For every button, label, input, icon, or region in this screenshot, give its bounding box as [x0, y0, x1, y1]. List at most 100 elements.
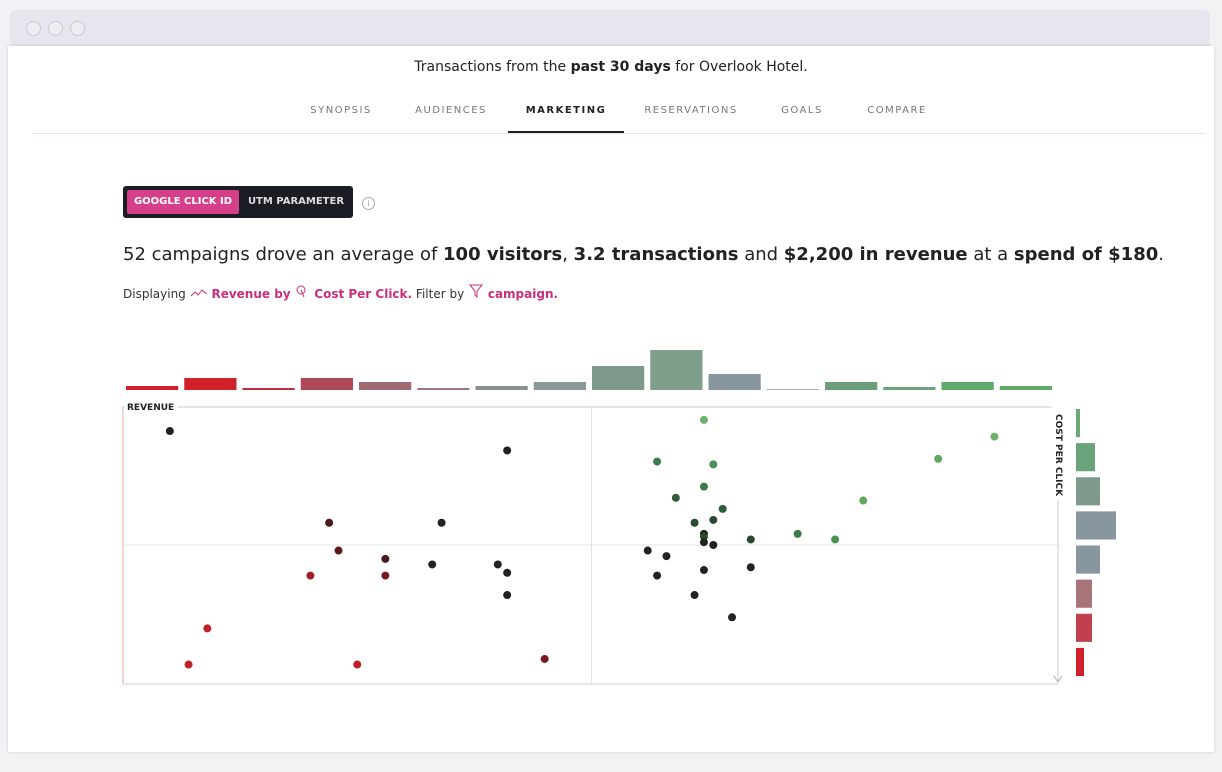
point [699, 482, 708, 491]
point [203, 624, 212, 633]
histogram-bar [1076, 579, 1092, 608]
point [503, 446, 512, 455]
histogram-bar [300, 378, 353, 390]
histogram-bar [184, 378, 237, 390]
point [653, 457, 662, 466]
tab[interactable]: AUDIENCES [415, 105, 487, 116]
point [184, 660, 193, 669]
summary: 52 campaigns drove an average of 100 vis… [123, 244, 1164, 265]
histogram-bar [475, 386, 528, 390]
point [493, 560, 502, 569]
point [671, 493, 680, 502]
histogram-bar [1076, 443, 1095, 472]
point [699, 532, 708, 541]
link[interactable]: Revenue by [211, 287, 291, 301]
histogram-bar [242, 388, 295, 390]
point [540, 654, 549, 663]
text: Filter by [415, 287, 465, 301]
histogram-bar [417, 388, 470, 390]
histogram-bar [825, 382, 878, 390]
divider [32, 133, 1206, 134]
summary-text: 52 campaigns drove an average of [123, 244, 444, 265]
point [325, 518, 334, 527]
toggle-option[interactable]: GOOGLE CLICK ID [127, 190, 239, 214]
tab[interactable]: MARKETING [525, 105, 607, 116]
point [690, 518, 699, 527]
summary-text: $2,200 in revenue [783, 244, 968, 265]
histogram-bar [1076, 511, 1116, 540]
histogram-bar [1076, 545, 1100, 574]
point [793, 529, 802, 538]
point [353, 660, 362, 669]
point [746, 535, 755, 544]
point [381, 571, 390, 580]
point [728, 613, 737, 622]
point [709, 460, 718, 469]
tab[interactable]: SYNOPSIS [310, 105, 372, 116]
header-text: for Overlook Hotel. [670, 59, 808, 75]
display-line: Displaying Revenue by Cost Per Click. Fi… [123, 284, 558, 301]
tab[interactable]: COMPARE [867, 105, 927, 116]
point [643, 546, 652, 555]
point [934, 454, 943, 463]
point [859, 496, 868, 505]
point [699, 538, 708, 547]
point [718, 504, 727, 513]
point [306, 571, 315, 580]
window-button[interactable] [48, 21, 63, 36]
histogram-bar [533, 382, 586, 390]
point [699, 566, 708, 575]
y-label: COST PER CLICK [1053, 414, 1063, 497]
content: Transactions from the past 30 days for O… [8, 46, 1214, 752]
header: Transactions from the past 30 days for O… [8, 59, 1214, 75]
point [503, 568, 512, 577]
text: Displaying [123, 287, 186, 301]
summary-text: 3.2 transactions [573, 244, 739, 265]
summary-text: and [738, 244, 784, 265]
summary-text: , [562, 244, 574, 265]
histogram-bar [1076, 409, 1080, 438]
link[interactable]: campaign. [487, 287, 559, 301]
window-button[interactable] [70, 21, 85, 36]
histogram-bar [126, 386, 179, 390]
header-text: past 30 days [570, 59, 671, 75]
browser-bar [10, 10, 1210, 46]
point [709, 515, 718, 524]
histogram-bar [1076, 477, 1100, 506]
info-icon[interactable]: i [362, 197, 375, 210]
histogram-bar [999, 386, 1052, 390]
link[interactable]: Cost Per Click. [314, 287, 413, 301]
point [662, 552, 671, 561]
icon [468, 284, 484, 299]
toggle-option[interactable]: UTM PARAMETER [247, 196, 345, 207]
point [746, 563, 755, 572]
tab[interactable]: GOALS [781, 105, 823, 116]
window-button[interactable] [26, 21, 41, 36]
point [503, 591, 512, 600]
histogram-bar [883, 387, 936, 390]
histogram-bar [359, 382, 412, 390]
histogram-bar [766, 389, 819, 390]
histogram-bar [941, 382, 994, 390]
header-text: Transactions from the [414, 59, 571, 75]
histogram-bar [708, 374, 761, 390]
tab[interactable]: RESERVATIONS [644, 105, 738, 116]
histogram-bar [650, 350, 703, 390]
point [165, 427, 174, 436]
arrow-head [1053, 675, 1063, 683]
point [690, 591, 699, 600]
summary-text: at a [967, 244, 1014, 265]
point [437, 518, 446, 527]
point [709, 541, 718, 549]
summary-text: . [1158, 244, 1164, 265]
tab-underline [508, 131, 624, 133]
histogram-bar [1076, 613, 1092, 642]
point [990, 432, 999, 441]
toggle: GOOGLE CLICK ID UTM PARAMETER [123, 186, 353, 218]
point [699, 415, 708, 424]
icon [190, 289, 207, 297]
x-label: REVENUE [127, 403, 174, 413]
summary-text: 100 visitors [443, 244, 563, 265]
